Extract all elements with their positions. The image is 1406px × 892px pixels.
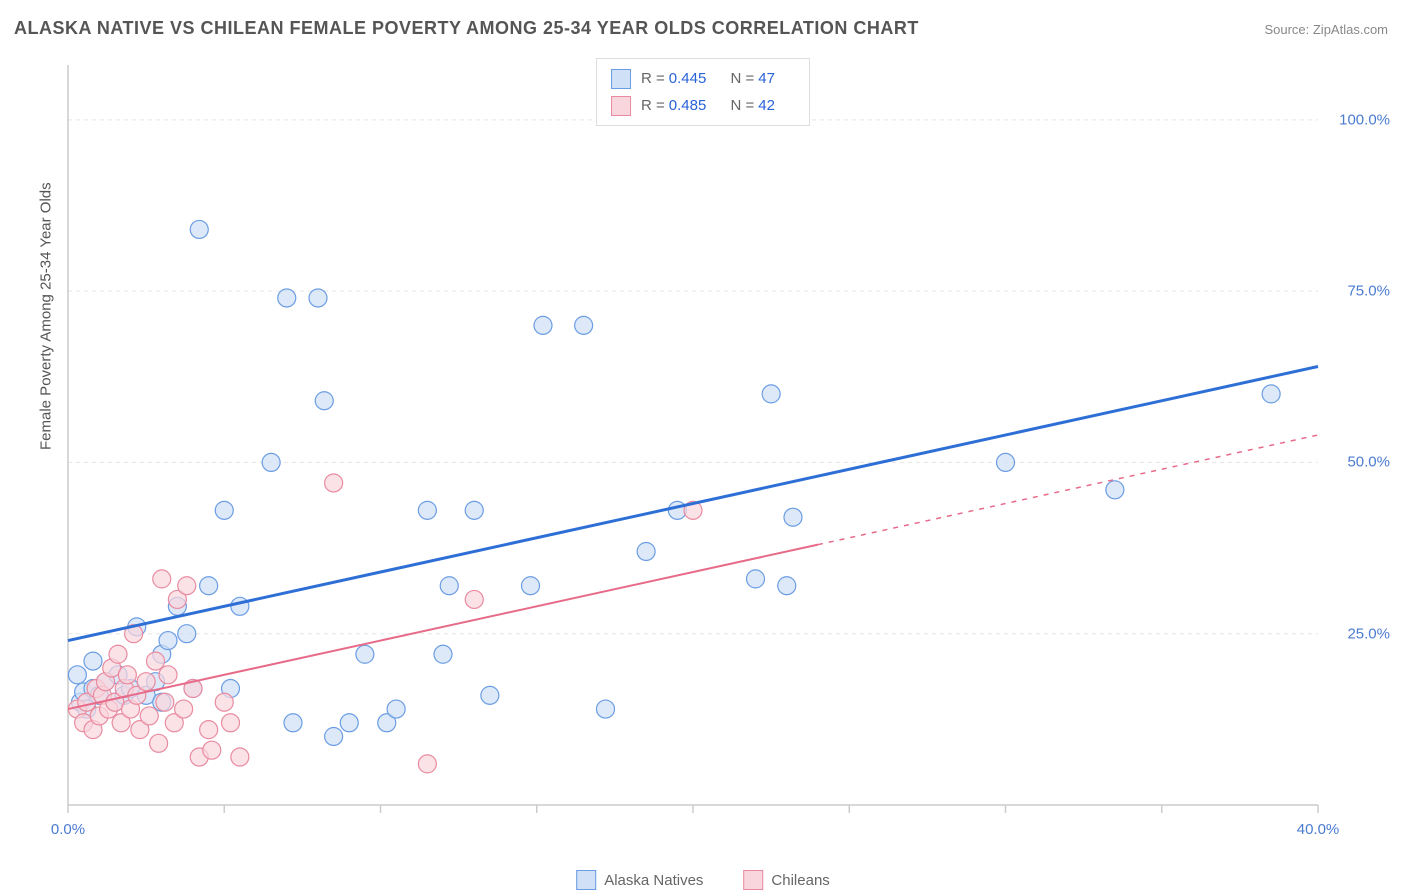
y-tick-label: 25.0% [1347,625,1390,642]
y-tick-label: 50.0% [1347,454,1390,471]
legend-swatch [611,69,631,89]
x-tick-label: 40.0% [1297,821,1340,838]
legend-series-item: Alaska Natives [576,870,703,890]
legend-stat-text: R =0.485 N =42 [641,92,795,119]
legend-series-label: Chileans [771,872,829,889]
legend-swatch [576,870,596,890]
x-tick-label: 0.0% [51,821,85,838]
scatter-plot [48,55,1388,845]
legend-stats: R =0.445 N =47 R =0.485 N =42 [596,58,810,126]
y-tick-label: 100.0% [1339,111,1390,128]
legend-series-item: Chileans [743,870,829,890]
chart-area: Female Poverty Among 25-34 Year Olds ZIP… [48,55,1388,845]
legend-swatch [611,96,631,116]
legend-stat-row: R =0.445 N =47 [611,65,795,92]
chart-title: ALASKA NATIVE VS CHILEAN FEMALE POVERTY … [14,18,919,39]
legend-series-label: Alaska Natives [604,872,703,889]
legend-swatch [743,870,763,890]
source-label: Source: ZipAtlas.com [1264,22,1388,37]
y-tick-label: 75.0% [1347,283,1390,300]
legend-series: Alaska Natives Chileans [576,870,830,890]
legend-stat-text: R =0.445 N =47 [641,65,795,92]
legend-stat-row: R =0.485 N =42 [611,92,795,119]
